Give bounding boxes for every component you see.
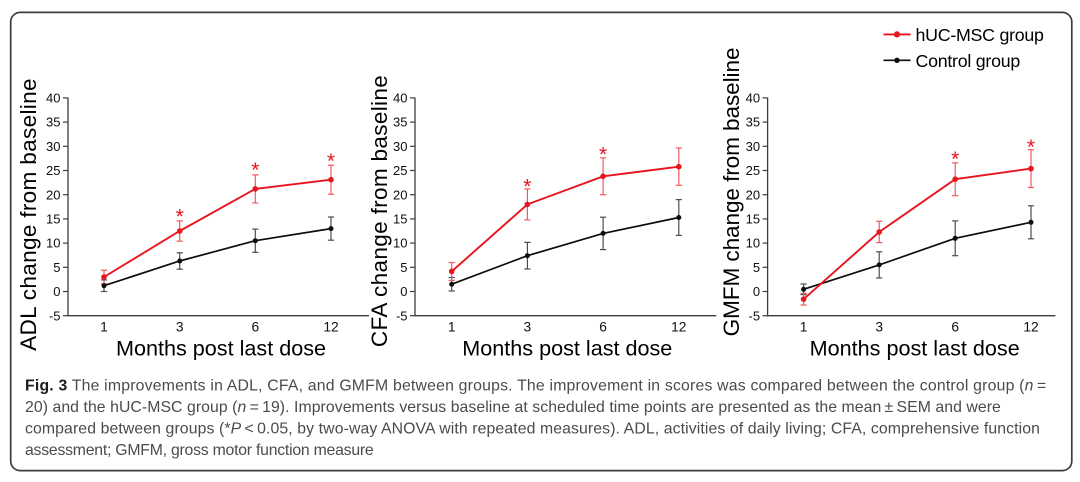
svg-text:3: 3 [875,320,883,335]
svg-text:25: 25 [746,163,760,178]
svg-text:5: 5 [753,260,760,275]
svg-text:hUC-MSC group: hUC-MSC group [916,25,1045,45]
svg-text:35: 35 [46,115,60,130]
svg-text:30: 30 [393,139,407,154]
svg-text:12: 12 [671,320,686,335]
svg-text:3: 3 [524,320,532,335]
svg-text:-5: -5 [396,308,408,323]
svg-text:15: 15 [746,212,760,227]
svg-text:GMFM change from baseline: GMFM change from baseline [719,48,744,337]
svg-text:25: 25 [46,163,60,178]
svg-text:10: 10 [46,236,60,251]
svg-text:3: 3 [176,320,184,335]
svg-text:40: 40 [393,91,407,106]
svg-text:15: 15 [46,212,60,227]
svg-text:-5: -5 [749,308,761,323]
svg-text:Months post last dose: Months post last dose [116,336,326,361]
svg-text:Months post last dose: Months post last dose [810,336,1020,361]
svg-text:5: 5 [400,260,407,275]
svg-text:0: 0 [53,284,60,299]
svg-text:40: 40 [746,91,760,106]
svg-text:*: * [176,206,184,229]
svg-text:30: 30 [46,139,60,154]
svg-text:15: 15 [393,212,407,227]
svg-text:6: 6 [599,320,607,335]
svg-text:1: 1 [100,320,108,335]
svg-text:40: 40 [46,91,60,106]
svg-text:0: 0 [400,284,407,299]
svg-text:*: * [1027,136,1035,159]
svg-text:25: 25 [393,163,407,178]
svg-text:Control group: Control group [916,51,1021,71]
svg-text:CFA change from baseline: CFA change from baseline [367,75,392,347]
svg-text:*: * [951,148,959,171]
svg-text:assessment; GMFM, gross motor: assessment; GMFM, gross motor function m… [25,442,374,459]
svg-text:-5: -5 [49,308,61,323]
svg-text:*: * [251,159,259,182]
svg-text:1: 1 [448,320,456,335]
svg-text:0: 0 [753,284,760,299]
svg-text:20) and the hUC-MSC group (n =: 20) and the hUC-MSC group (n = 19). Impr… [25,399,1001,416]
svg-text:6: 6 [951,320,959,335]
svg-text:10: 10 [746,236,760,251]
svg-text:20: 20 [393,187,407,202]
svg-text:12: 12 [1023,320,1038,335]
svg-text:compared between groups (*P <: compared between groups (*P < 0.05, by t… [25,421,1040,438]
svg-text:5: 5 [53,260,60,275]
svg-text:Months post last dose: Months post last dose [462,336,672,361]
svg-text:*: * [599,144,607,167]
svg-text:6: 6 [251,320,259,335]
svg-text:*: * [523,176,531,199]
svg-text:35: 35 [393,115,407,130]
svg-text:Fig. 3 The improvements in ADL: Fig. 3 The improvements in ADL, CFA, and… [25,378,1046,395]
svg-text:1: 1 [800,320,808,335]
svg-text:20: 20 [46,187,60,202]
svg-text:20: 20 [746,187,760,202]
svg-text:10: 10 [393,236,407,251]
svg-text:ADL change from baseline: ADL change from baseline [16,78,41,351]
svg-text:30: 30 [746,139,760,154]
svg-text:*: * [327,150,335,173]
svg-text:12: 12 [323,320,338,335]
svg-text:35: 35 [746,115,760,130]
